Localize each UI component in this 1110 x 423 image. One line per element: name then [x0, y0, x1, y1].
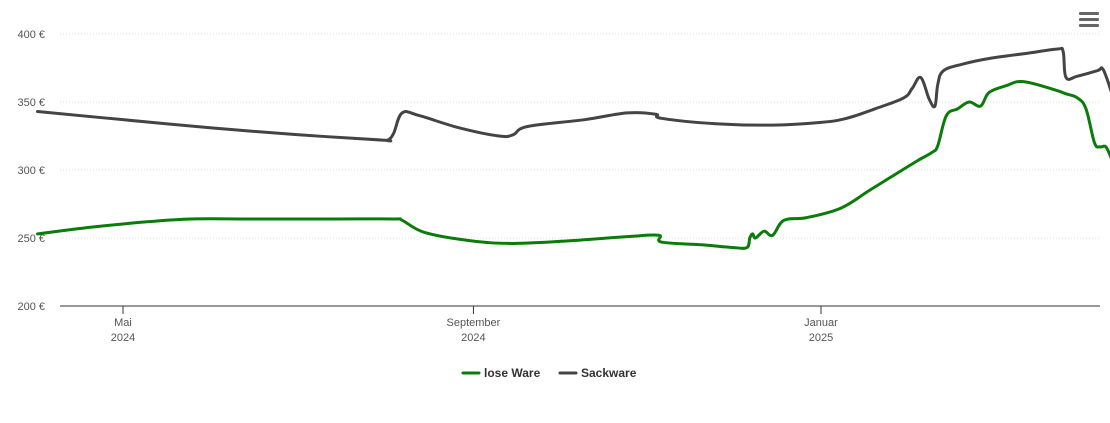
- x-axis: Mai 2024 September 2024 Januar 2025: [60, 305, 1100, 344]
- x-tick-label-month: Januar: [804, 317, 838, 329]
- series-lines: [36, 46, 1110, 250]
- y-axis-labels: 200 € 250 € 300 € 350 € 400 €: [17, 29, 45, 313]
- legend-item-lose-ware[interactable]: lose Ware: [461, 366, 541, 380]
- x-tick-label-year: 2024: [111, 332, 135, 344]
- legend-label: Sackware: [581, 366, 637, 380]
- x-tick-label-year: 2025: [809, 332, 833, 344]
- series-line-lose-ware[interactable]: [36, 79, 1110, 250]
- y-tick-label: 200 €: [17, 301, 45, 313]
- x-tick-label-month: Mai: [114, 317, 132, 329]
- x-tick-label-month: September: [447, 317, 501, 329]
- y-tick-label: 250 €: [17, 233, 45, 245]
- legend[interactable]: lose Ware Sackware: [461, 366, 637, 380]
- hamburger-menu-icon[interactable]: [1079, 12, 1099, 30]
- grid-lines: [60, 33, 1100, 239]
- y-tick-label: 300 €: [17, 165, 45, 177]
- series-line-sackware[interactable]: [36, 46, 1110, 143]
- x-tick-label-year: 2024: [461, 332, 485, 344]
- y-tick-label: 400 €: [17, 29, 45, 41]
- y-tick-label: 350 €: [17, 97, 45, 109]
- legend-label: lose Ware: [484, 366, 541, 380]
- legend-item-sackware[interactable]: Sackware: [558, 366, 637, 380]
